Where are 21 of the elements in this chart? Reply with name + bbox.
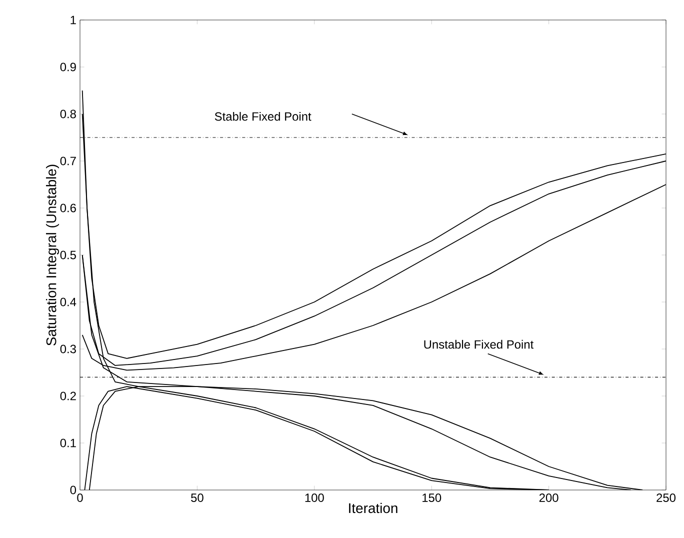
- x-tick-label: 200: [539, 494, 558, 502]
- ref-line-label: Stable Fixed Point: [214, 112, 312, 121]
- y-tick-label: 0.8: [60, 110, 76, 118]
- x-tick-label: 100: [305, 494, 324, 502]
- y-tick-label: 0.1: [60, 438, 76, 448]
- ref-line-label: Unstable Fixed Point: [424, 340, 534, 349]
- x-tick-label: 150: [422, 494, 442, 502]
- x-tick-label: 0: [77, 494, 83, 502]
- y-tick-label: 0.6: [60, 204, 76, 212]
- y-tick-label: 0.2: [60, 392, 76, 400]
- y-axis-title: Saturation Integral (Unstable): [46, 164, 59, 346]
- y-tick-label: 0.3: [60, 344, 76, 354]
- y-tick-label: 0.9: [60, 62, 76, 72]
- y-tick-label: 0.5: [60, 250, 76, 260]
- y-tick-label: 0: [70, 486, 76, 494]
- y-tick-label: 0.4: [60, 298, 76, 306]
- y-tick-label: 1: [70, 16, 76, 24]
- x-axis-title: Iteration: [349, 502, 398, 514]
- x-tick-label: 50: [191, 494, 204, 502]
- x-tick-label: 250: [656, 494, 676, 502]
- y-tick-label: 0.7: [60, 156, 76, 166]
